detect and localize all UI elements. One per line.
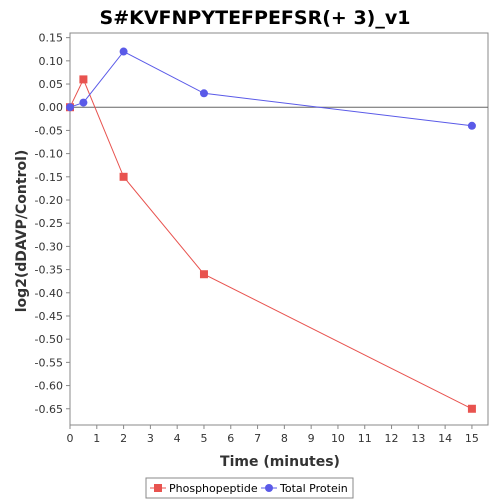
y-tick-label: -0.30: [35, 240, 63, 253]
data-point-phosphopeptide: [199, 270, 208, 279]
y-tick-label: -0.40: [35, 287, 63, 300]
x-tick-label: 8: [281, 432, 288, 445]
y-tick-label: 0.15: [39, 32, 64, 45]
x-tick-label: 3: [147, 432, 154, 445]
y-axis-title: log2(dDAVP/Control): [14, 150, 30, 313]
data-point-total-protein: [199, 89, 208, 98]
x-axis-title: Time (minutes): [220, 454, 340, 470]
x-tick-label: 9: [308, 432, 315, 445]
legend-box: [145, 477, 354, 499]
y-tick-label: 0.05: [39, 78, 64, 91]
y-tick-label: 0.10: [39, 55, 64, 68]
data-point-phosphopeptide: [467, 404, 476, 413]
x-tick-label: 10: [331, 432, 345, 445]
data-point-total-protein: [119, 47, 128, 56]
y-tick-label: -0.20: [35, 194, 63, 207]
x-tick-label: 0: [67, 432, 74, 445]
x-tick-label: 11: [358, 432, 372, 445]
y-tick-label: -0.05: [35, 124, 63, 137]
y-tick-label: -0.10: [35, 148, 63, 161]
data-point-phosphopeptide: [119, 172, 128, 181]
legend-label-phosphopeptide: Phosphopeptide: [169, 482, 258, 495]
x-tick-label: 5: [200, 432, 207, 445]
x-tick-label: 6: [227, 432, 234, 445]
y-tick-label: -0.45: [35, 310, 63, 323]
y-tick-label: -0.15: [35, 171, 63, 184]
y-axis: 0.15 0.10 0.05 0.00 -0.05 -0.10 -0.15 -0.20 -0.2…: [35, 32, 70, 416]
chart-title: S#KVFNPYTEFPEFSR(+ 3)_v1: [100, 7, 411, 29]
x-tick-label: 14: [438, 432, 452, 445]
data-point-total-protein: [66, 103, 74, 112]
x-tick-label: 4: [174, 432, 181, 445]
y-tick-label: -0.50: [35, 333, 63, 346]
y-tick-label: -0.55: [35, 356, 63, 369]
legend-marker-total-protein: [265, 484, 273, 492]
legend-marker-phosphopeptide: [154, 484, 162, 492]
y-tick-label: -0.65: [35, 403, 63, 416]
x-tick-label: 1: [93, 432, 100, 445]
legend-label-total-protein: Total Protein: [279, 482, 348, 495]
x-tick-label: 2: [120, 432, 127, 445]
data-point-total-protein: [467, 121, 476, 130]
y-tick-label: -0.25: [35, 217, 63, 230]
legend: Phosphopeptide Total Protein: [145, 477, 354, 499]
x-axis: 0 1 2 3 4 5 6 7 8 9 10 11 12 13 14 15: [67, 425, 479, 445]
y-tick-label: -0.60: [35, 380, 63, 393]
x-tick-label: 7: [254, 432, 261, 445]
x-tick-label: 15: [465, 432, 479, 445]
y-tick-label: -0.35: [35, 264, 63, 277]
series-group: [66, 47, 476, 413]
x-tick-label: 13: [411, 432, 425, 445]
plot-area: [69, 32, 489, 426]
x-tick-label: 12: [385, 432, 399, 445]
data-point-phosphopeptide: [79, 75, 88, 84]
data-point-total-protein: [79, 98, 88, 107]
y-tick-label: 0.00: [39, 101, 64, 114]
